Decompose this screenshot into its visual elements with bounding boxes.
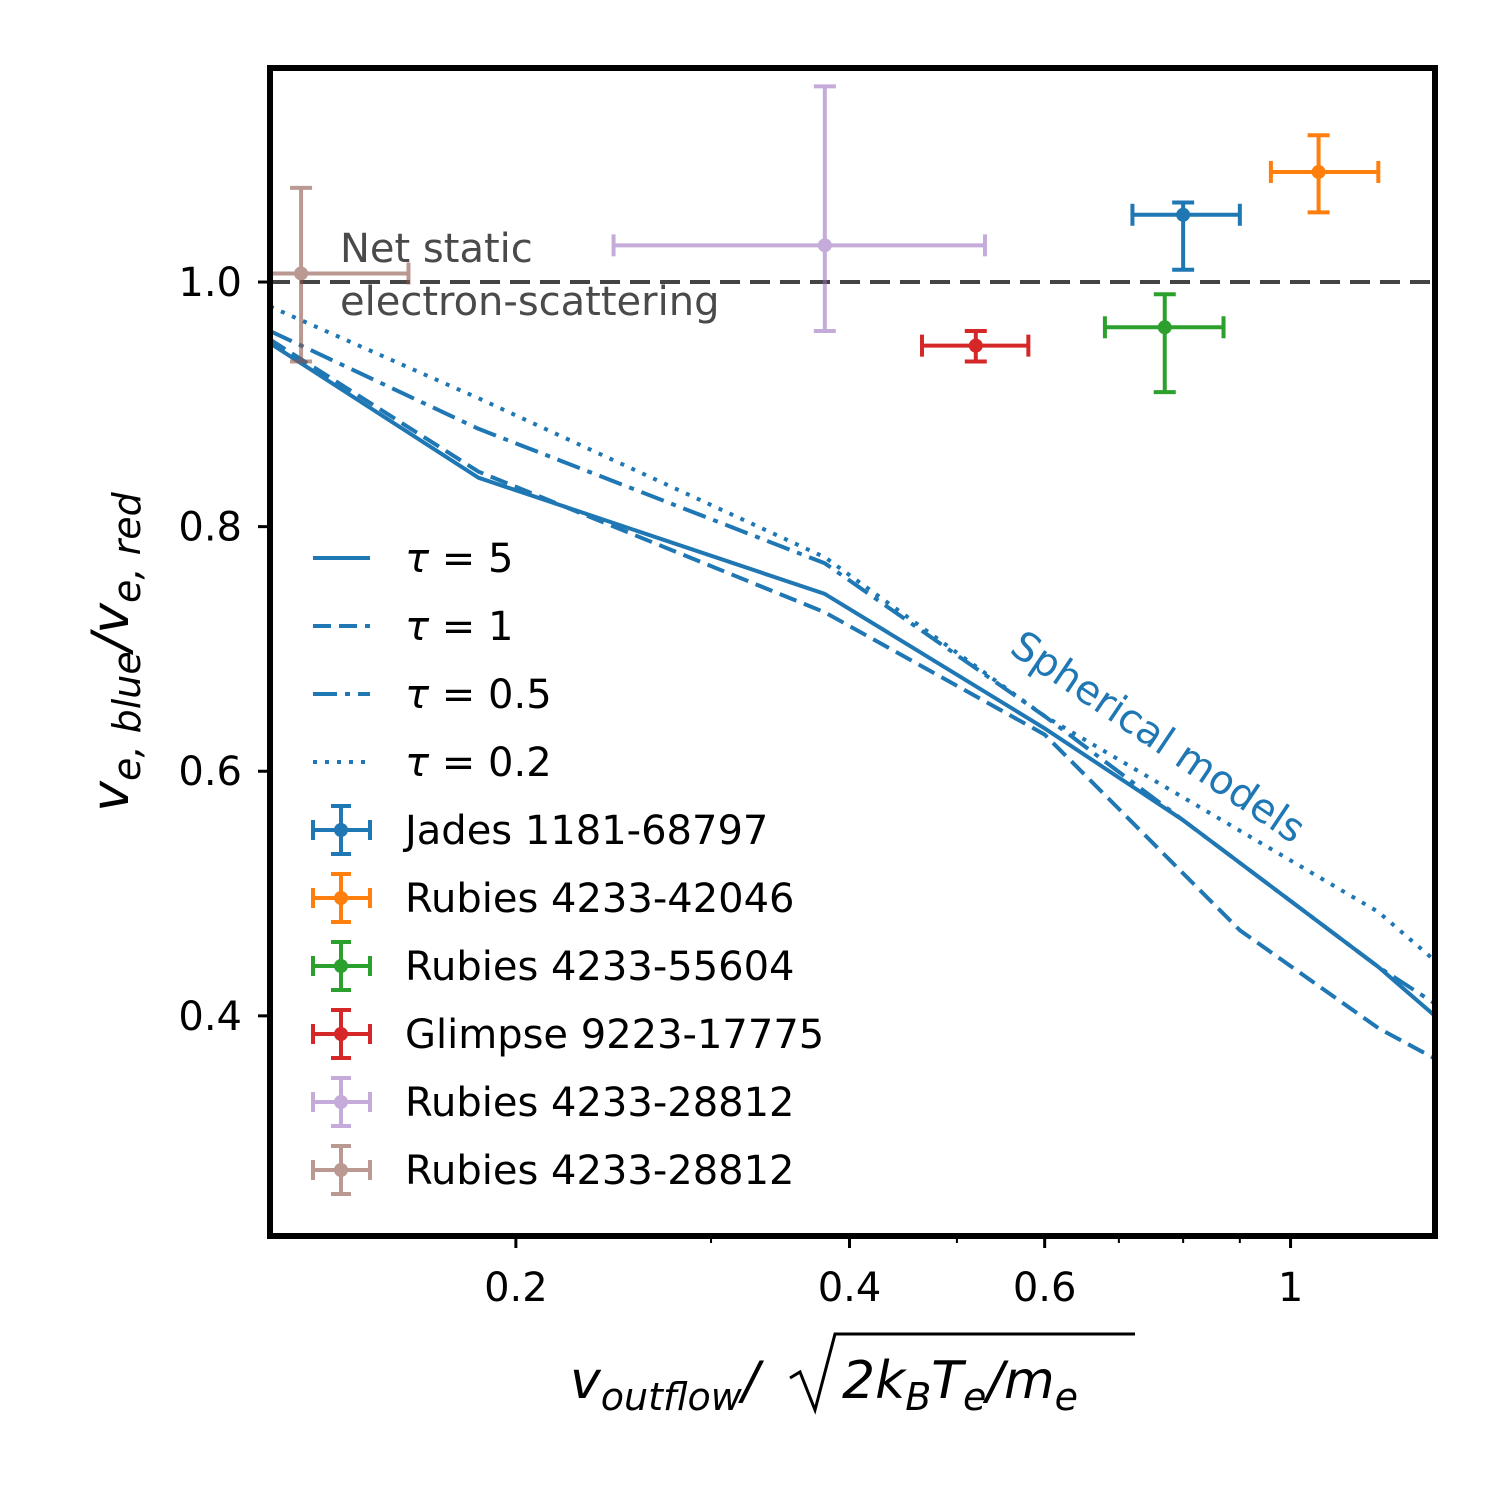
legend-tau-symbol: τ = (405, 604, 488, 650)
y-label-sub2: e, red (105, 491, 149, 603)
legend-dot (334, 823, 348, 837)
x-label-root-coef: 2k (842, 1351, 907, 1411)
legend-label: Rubies 4233-28812 (405, 1080, 795, 1126)
legend-label: Rubies 4233-42046 (405, 876, 795, 922)
x-label-root-sub1: B (905, 1375, 931, 1419)
legend-label: τ = 0.5 (405, 672, 552, 718)
data-points (270, 84, 1381, 395)
y-label-slash: /v (81, 602, 141, 656)
legend-label: Jades 1181-68797 (402, 808, 768, 854)
legend-marker (311, 940, 372, 992)
data-point (1102, 292, 1226, 395)
point-marker (1157, 320, 1172, 335)
legend-dot (334, 959, 348, 973)
point-marker (1176, 207, 1191, 222)
static-annotation-line2: electron-scattering (340, 279, 719, 325)
y-axis-ticks: 0.4 0.6 0.8 1.0 (178, 260, 270, 1040)
y-tick-label: 1.0 (178, 260, 242, 306)
data-point (919, 328, 1031, 364)
model-curves (270, 304, 1435, 1061)
series-line-tau5 (270, 341, 1435, 1018)
series-line-tau02 (270, 304, 1435, 963)
point-marker (1311, 164, 1326, 179)
point-marker (817, 238, 832, 253)
legend-tau-value: 0.2 (488, 740, 552, 786)
y-tick-label: 0.8 (178, 505, 242, 551)
legend-tau-symbol: τ = (405, 536, 488, 582)
point-marker (968, 338, 983, 353)
models-annotation: Spherical models (1002, 622, 1313, 853)
legend-marker (311, 1076, 372, 1128)
series-line-tau1 (270, 337, 1435, 1061)
x-tick-label: 0.6 (1013, 1265, 1077, 1311)
y-tick-label: 0.4 (178, 994, 242, 1040)
x-axis-label: voutflow/ 2kBTe/me (570, 1332, 1135, 1419)
legend-dot (334, 1163, 348, 1177)
data-point (270, 185, 411, 364)
x-label-prefix: v (570, 1351, 602, 1411)
legend-dot (334, 891, 348, 905)
legend-label: τ = 5 (405, 536, 513, 582)
legend-marker (311, 804, 372, 856)
x-label-root-var: T (931, 1351, 967, 1411)
x-label-prefix-sub: outflow (601, 1375, 743, 1419)
x-tick-label: 0.4 (818, 1265, 882, 1311)
sqrt-sign (789, 1332, 1135, 1415)
x-axis-ticks: 0.2 0.4 0.6 1 (484, 1236, 1303, 1311)
data-point (611, 84, 987, 333)
legend-label: Glimpse 9223-17775 (405, 1012, 824, 1058)
y-label-base: v (81, 780, 141, 812)
legend-tau-symbol: τ = (405, 672, 488, 718)
y-tick-label: 0.6 (178, 749, 242, 795)
legend-marker (311, 1008, 372, 1060)
data-point (1268, 133, 1381, 215)
svg-text:voutflow/: voutflow/ (570, 1351, 765, 1419)
legend-tau-value: 1 (488, 604, 513, 650)
legend-label: τ = 0.2 (405, 740, 552, 786)
x-label-root-sub3: e (1055, 1375, 1078, 1419)
legend-label: Rubies 4233-28812 (405, 1148, 795, 1194)
svg-text:2kBTe/me: 2kBTe/me (842, 1351, 1078, 1419)
legend-label: Rubies 4233-55604 (405, 944, 795, 990)
x-label-root-slash: /m (982, 1351, 1054, 1411)
static-annotation-line1: Net static (340, 226, 533, 272)
legend-dot (334, 1027, 348, 1041)
series-line-tau05 (270, 329, 1435, 1006)
legend-marker (311, 1144, 372, 1196)
x-label-slash: / (738, 1351, 765, 1411)
legend-label: τ = 1 (405, 604, 513, 650)
plot-frame (267, 65, 1438, 1239)
legend-tau-value: 0.5 (488, 672, 552, 718)
legend-tau-symbol: τ = (405, 740, 488, 786)
legend-marker (311, 872, 372, 924)
point-marker (294, 266, 309, 281)
y-label-sub1: e, blue (105, 651, 149, 781)
legend-tau-value: 5 (488, 536, 513, 582)
x-tick-label: 1 (1278, 1265, 1303, 1311)
data-point (1130, 200, 1242, 272)
y-axis-label: ve, blue/ve, red (81, 491, 149, 811)
x-label-root-sub2: e (963, 1375, 986, 1419)
x-tick-label: 0.2 (484, 1265, 548, 1311)
legend-dot (334, 1095, 348, 1109)
